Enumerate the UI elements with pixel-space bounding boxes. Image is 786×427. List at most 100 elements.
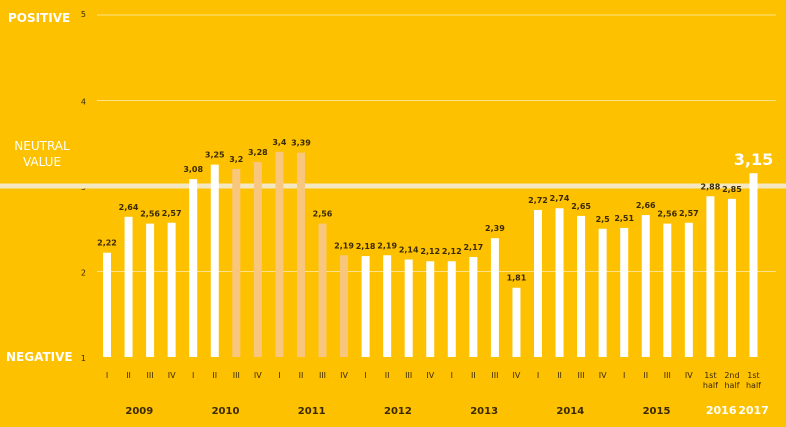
- bar-value-label: 2,85: [722, 185, 742, 194]
- bar-value-label: 2,51: [614, 214, 634, 223]
- x-tick-label: III: [147, 371, 154, 380]
- year-label: 2015: [643, 406, 671, 417]
- bar-value-label: 2,57: [679, 209, 699, 218]
- x-tick-label: III: [405, 371, 412, 380]
- negative-label: NEGATIVE: [6, 350, 73, 364]
- year-label: 2009: [125, 406, 153, 417]
- grid: 12345: [0, 10, 786, 363]
- x-tick-label: 1st half: [703, 371, 718, 390]
- bar: [469, 256, 478, 357]
- y-tick-label: 1: [81, 354, 86, 363]
- bar: [103, 252, 111, 357]
- bar-value-label: 2,12: [442, 247, 462, 256]
- x-tick-label-part: 1st: [747, 371, 759, 380]
- bar: [253, 162, 262, 357]
- x-tick-label-part: half: [746, 381, 761, 390]
- bar: [383, 255, 392, 357]
- bar: [404, 259, 413, 357]
- bar-value-label: 2,56: [657, 210, 677, 219]
- bar-value-label: 3,2: [229, 155, 243, 164]
- bar: [684, 222, 693, 357]
- x-tick-label: II: [385, 371, 390, 380]
- x-tick-label: I: [364, 371, 366, 380]
- bar-value-label: 2,56: [140, 210, 160, 219]
- bar: [447, 261, 456, 357]
- bar: [296, 152, 305, 357]
- year-label: 2017: [738, 404, 769, 417]
- neutral-line: [0, 183, 786, 189]
- bar: [361, 256, 370, 357]
- x-tick-label: 1st half: [746, 371, 761, 390]
- x-tick-label: I: [537, 371, 539, 380]
- x-tick-label: 2nd half: [724, 371, 739, 390]
- bar: [663, 223, 672, 357]
- x-tick-label: II: [557, 371, 562, 380]
- x-tick-label: II: [643, 371, 648, 380]
- bar-value-label: 3,4: [272, 138, 287, 147]
- bar: [641, 215, 650, 357]
- bar: [555, 208, 564, 357]
- y-tick-label: 2: [81, 269, 86, 278]
- bar-value-label: 2,39: [485, 224, 505, 233]
- year-label: 2010: [212, 406, 240, 417]
- bar: [189, 179, 198, 357]
- bar: [534, 209, 542, 357]
- bar: [706, 196, 715, 357]
- x-tick-label: IV: [254, 371, 262, 380]
- bar: [167, 222, 176, 357]
- x-tick-label: IV: [599, 371, 607, 380]
- y-axis: POSITIVE NEUTRAL VALUE NEGATIVE: [6, 11, 73, 364]
- year-label: 2012: [384, 406, 412, 417]
- x-tick-label: III: [664, 371, 671, 380]
- bar-value-label: 2,5: [596, 215, 611, 224]
- bar-value-label: 2,56: [313, 210, 333, 219]
- x-tick-label: I: [192, 371, 194, 380]
- x-tick-label: IV: [168, 371, 176, 380]
- bar-value-label: 1,81: [507, 274, 527, 283]
- bar-value-label: 2,19: [377, 241, 397, 250]
- neutral-label-line1: NEUTRAL: [14, 139, 70, 153]
- y-tick-label: 5: [81, 10, 86, 19]
- bar-value-label: 2,74: [550, 194, 570, 203]
- x-tick-label: IV: [426, 371, 434, 380]
- bar: [232, 168, 241, 357]
- bar: [124, 216, 133, 357]
- year-label: 2016: [706, 404, 737, 417]
- bar: [490, 238, 499, 357]
- bar-value-label: 2,64: [119, 203, 139, 212]
- bar: [749, 173, 758, 357]
- bar-value-label: 2,17: [463, 243, 483, 252]
- x-tick-label: II: [299, 371, 304, 380]
- y-tick-label: 4: [81, 98, 86, 107]
- year-label: 2011: [298, 406, 326, 417]
- bar: [620, 227, 629, 357]
- x-axis-labels: I II III IV I II III IV I II III IV I II III IV I II III IV…: [106, 371, 761, 390]
- x-tick-label: III: [491, 371, 498, 380]
- bar-value-label: 2,19: [334, 241, 354, 250]
- x-tick-label: IV: [685, 371, 693, 380]
- bar: [210, 164, 219, 357]
- value-labels: 2,222,642,56 2,573,083,25 3,23,283,4 3,392,…: [97, 138, 773, 283]
- bar-value-label: 3,39: [291, 139, 311, 148]
- bar: [512, 287, 521, 357]
- bar-value-label: 2,66: [636, 201, 656, 210]
- x-tick-label: II: [126, 371, 131, 380]
- bar: [146, 223, 155, 357]
- bar: [598, 228, 607, 357]
- year-labels: 2009 2010 2011 2012 2013 2014 2015 2016 2017: [125, 404, 768, 417]
- x-tick-label-part: half: [724, 381, 739, 390]
- bar: [727, 198, 736, 357]
- bar-value-label: 2,88: [701, 182, 721, 191]
- bar: [340, 255, 349, 357]
- x-tick-label: I: [623, 371, 625, 380]
- x-tick-label: IV: [340, 371, 348, 380]
- x-tick-label: III: [319, 371, 326, 380]
- x-tick-label: I: [451, 371, 453, 380]
- neutral-label-line2: VALUE: [23, 155, 61, 169]
- bar: [318, 223, 327, 357]
- bar-value-label: 2,72: [528, 196, 548, 205]
- x-tick-label: II: [212, 371, 217, 380]
- bars: [103, 151, 758, 357]
- year-label: 2013: [470, 406, 498, 417]
- bar: [275, 151, 284, 357]
